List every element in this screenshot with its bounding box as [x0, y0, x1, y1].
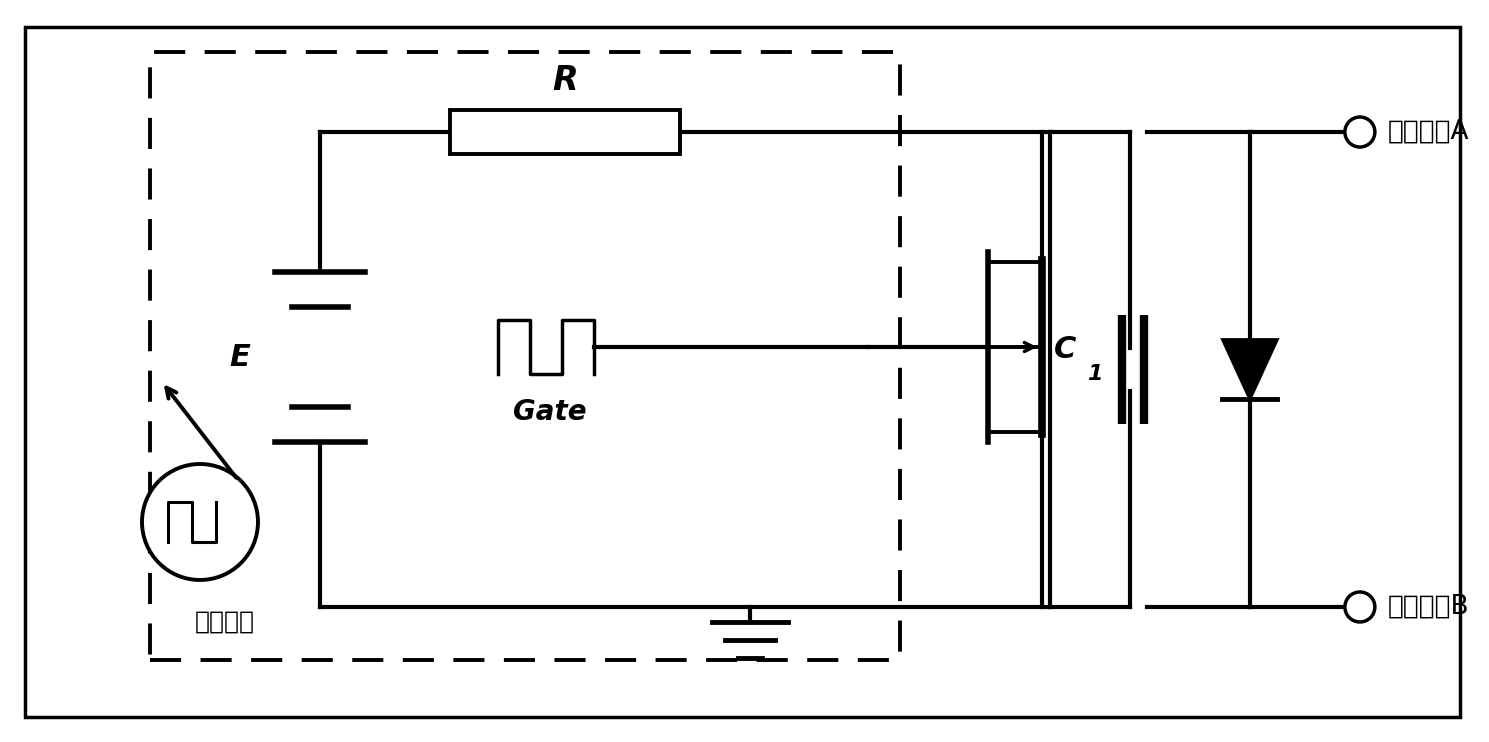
Text: Gate: Gate: [514, 398, 587, 426]
Text: 脉冲电源: 脉冲电源: [195, 610, 255, 634]
Text: 输出端子A: 输出端子A: [1388, 119, 1470, 145]
Circle shape: [141, 464, 258, 580]
Text: R: R: [552, 64, 578, 96]
Text: E: E: [229, 343, 250, 372]
Bar: [150, 52, 899, 660]
Polygon shape: [1222, 340, 1278, 399]
Circle shape: [1345, 592, 1374, 622]
Text: 1: 1: [1087, 364, 1103, 384]
Bar: [450, 110, 680, 154]
Text: C: C: [1054, 335, 1077, 364]
Circle shape: [1345, 117, 1374, 147]
Text: 输出端子B: 输出端子B: [1388, 594, 1470, 620]
